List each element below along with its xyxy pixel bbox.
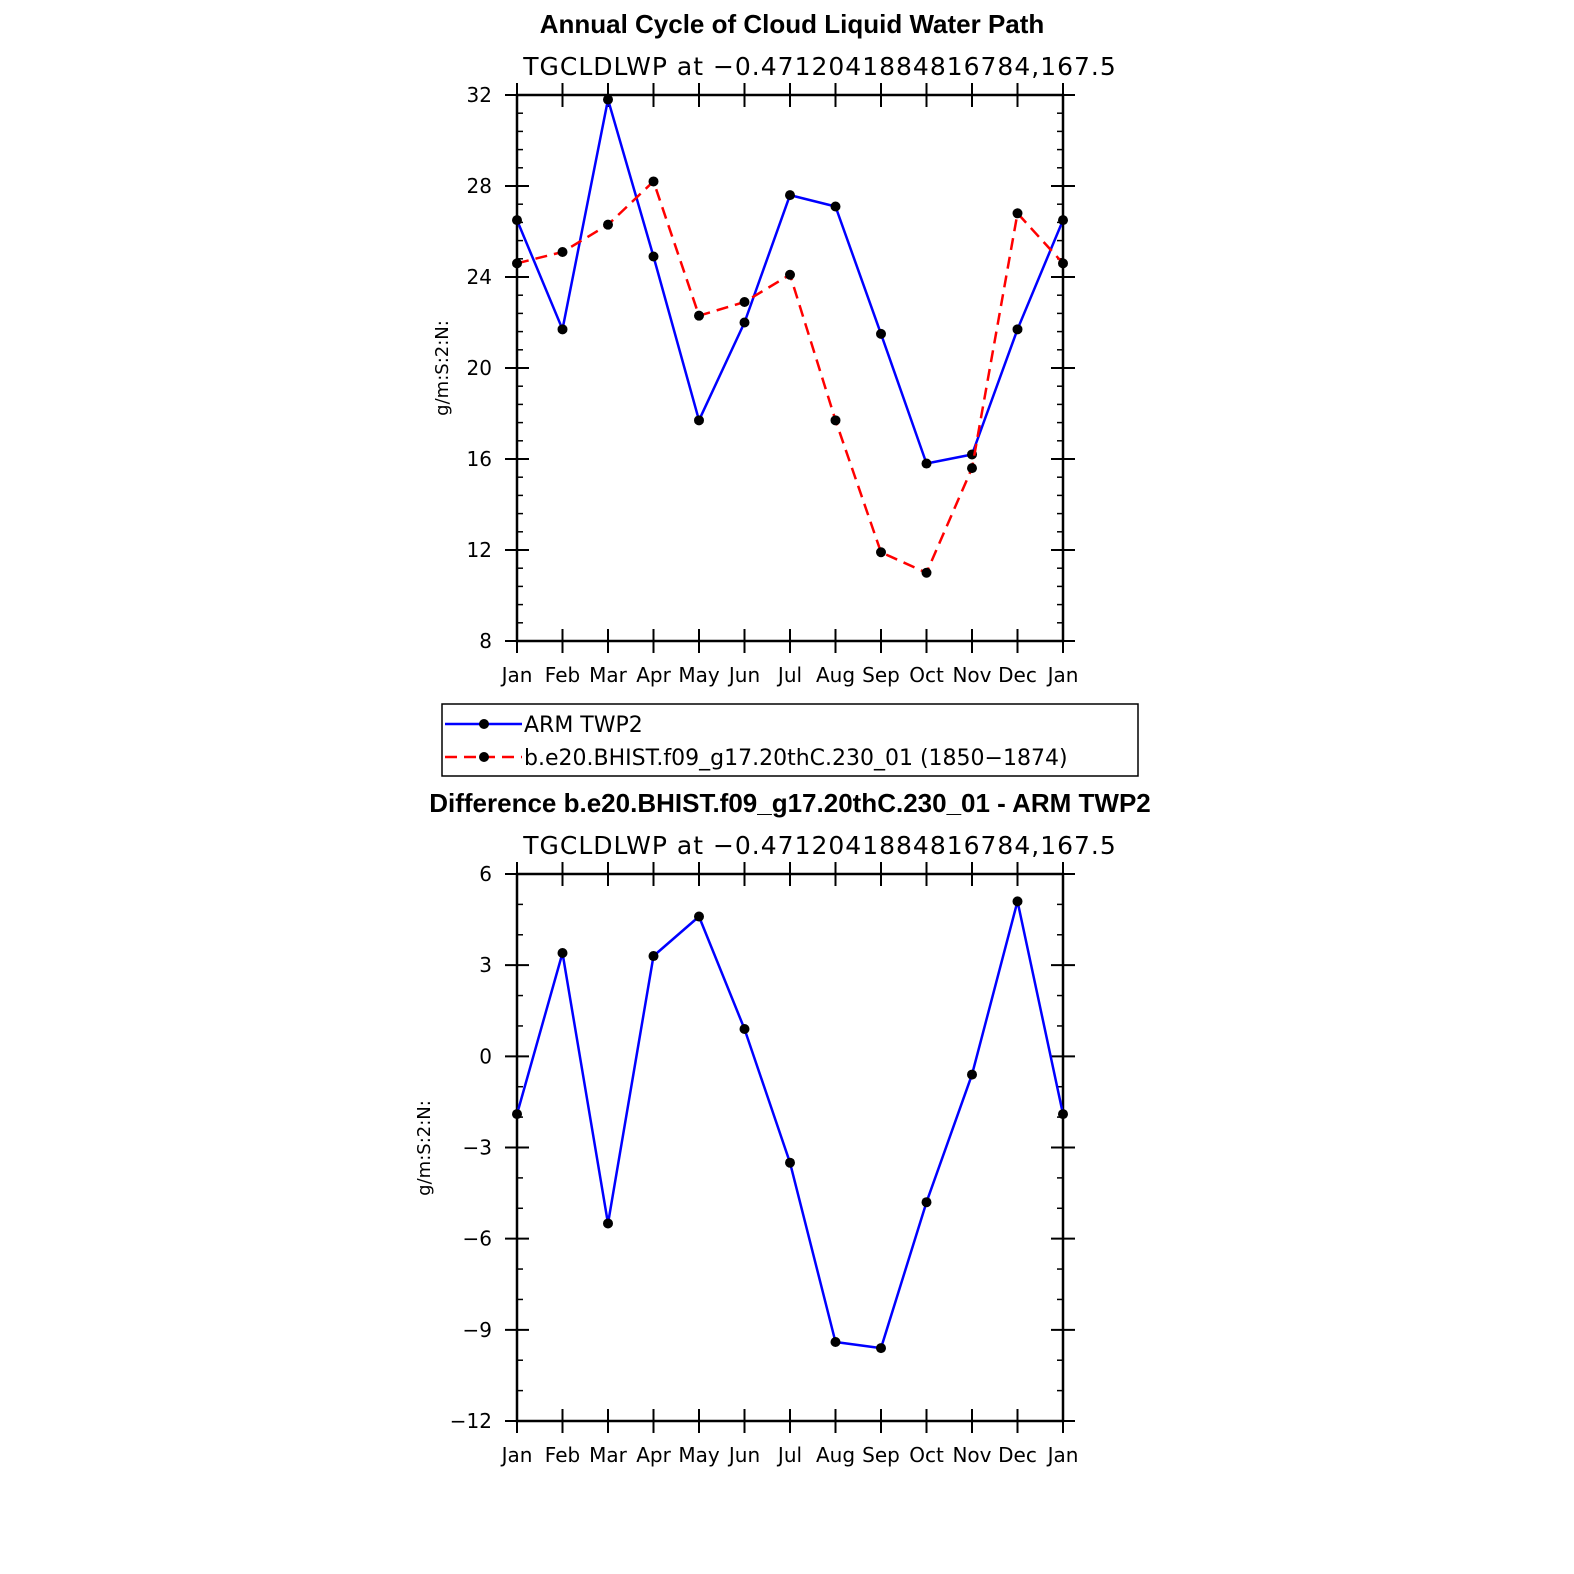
top-series-0-line (515, 98, 1065, 465)
bottom-x-tick-label: Oct (909, 1443, 944, 1467)
top-series-0-point (603, 94, 613, 105)
bottom-series-0-point (921, 1197, 932, 1208)
legend-marker-model (479, 752, 489, 762)
top-y-tick-label: 32 (467, 83, 492, 107)
top-series-0-point (785, 190, 795, 201)
top-x-tick-label: Oct (909, 663, 944, 687)
top-series-0-point (830, 201, 841, 212)
bottom-series-0-point (694, 911, 704, 922)
bottom-series-0-point (739, 1023, 750, 1034)
top-series-1-point (648, 176, 659, 187)
top-series-1-point (739, 297, 750, 308)
bottom-series-0-point (557, 948, 568, 959)
bottom-y-tick-label: 3 (479, 953, 492, 977)
top-series-1-point (694, 310, 704, 321)
bottom-x-tick-label: Jun (727, 1443, 760, 1467)
bottom-x-tick-label: Nov (952, 1443, 991, 1467)
top-chart-subtitle: TGCLDLWP at −0.4712041884816784,167.5 (522, 52, 1117, 81)
top-y-tick-label: 24 (467, 265, 492, 289)
top-y-tick-label: 8 (479, 629, 492, 653)
top-y-tick-label: 16 (467, 447, 492, 471)
bottom-chart-plot: −12 −9 −6 −3 0 3 6 Jan Feb Mar Apr May Jun Jul Aug Sep O… (450, 862, 1079, 1467)
top-series-0-point (694, 415, 704, 426)
bottom-x-tick-label: Jan (1046, 1443, 1079, 1467)
bottom-x-tick-label: Aug (816, 1443, 855, 1467)
bottom-series-0-point (967, 1069, 977, 1080)
top-series-0-point (1058, 215, 1068, 226)
top-series-0-point (512, 215, 522, 226)
top-y-tick-label: 20 (467, 356, 492, 380)
bottom-y-axis-label: g/m:S:2:N: (414, 1100, 435, 1196)
top-x-tick-label: Jun (727, 663, 760, 687)
top-series-1-point (1012, 208, 1023, 219)
bottom-y-tick-label: 0 (479, 1044, 492, 1068)
bottom-x-tick-label: Feb (545, 1443, 580, 1467)
top-chart-title: Annual Cycle of Cloud Liquid Water Path (540, 9, 1045, 39)
legend-box (441, 703, 1139, 777)
bottom-series-0-point (830, 1336, 841, 1347)
bottom-x-tick-label: Sep (862, 1443, 900, 1467)
bottom-x-tick-label: Jan (500, 1443, 533, 1467)
top-y-tick-label: 12 (467, 538, 492, 562)
bottom-series-0-point (512, 1109, 522, 1120)
bottom-series-0-point (1012, 896, 1023, 907)
top-series-1-point (967, 463, 977, 474)
top-series-0-point (557, 324, 568, 335)
bottom-x-tick-label: May (678, 1443, 720, 1467)
top-x-tick-label: Feb (545, 663, 580, 687)
top-x-tick-label: Dec (998, 663, 1037, 687)
bottom-series-0-line (515, 900, 1065, 1350)
top-x-tick-label: Mar (589, 663, 628, 687)
top-x-tick-label: Jan (500, 663, 533, 687)
top-y-tick-label: 28 (467, 174, 492, 198)
bottom-x-tick-label: Dec (998, 1443, 1037, 1467)
top-series-1-point (557, 246, 568, 257)
top-series-1-line (516, 180, 1064, 575)
top-series-1-point (512, 258, 522, 269)
bottom-y-tick-label: −9 (463, 1318, 492, 1342)
top-chart-plot: 8 12 16 20 24 28 32 Jan Feb Mar Apr May Jun Jul Aug Sep… (467, 83, 1079, 687)
bottom-plot-frame (515, 872, 1065, 1423)
legend-label-model: b.e20.BHIST.f09_g17.20thC.230_01 (1850−1… (524, 746, 1068, 771)
top-x-tick-label: Jul (776, 663, 802, 687)
bottom-y-tick-label: −6 (463, 1227, 492, 1251)
top-y-axis-label: g/m:S:2:N: (432, 320, 453, 416)
bottom-series-0-point (603, 1218, 613, 1229)
top-x-tick-label: Aug (816, 663, 855, 687)
bottom-series-0-point (876, 1343, 886, 1354)
bottom-x-tick-label: Apr (636, 1443, 671, 1467)
legend: ARM TWP2 b.e20.BHIST.f09_g17.20thC.230_0… (441, 703, 1139, 777)
bottom-series-0-point (1058, 1109, 1068, 1120)
top-x-tick-label: Jan (1046, 663, 1079, 687)
legend-marker-arm (479, 719, 489, 729)
top-x-tick-label: Sep (862, 663, 900, 687)
bottom-y-tick-label: −3 (463, 1136, 492, 1160)
bottom-chart-title: Difference b.e20.BHIST.f09_g17.20thC.230… (429, 788, 1151, 818)
top-series-1-point (785, 269, 795, 280)
top-series-0-point (876, 328, 886, 339)
top-series-0-point (921, 458, 932, 469)
top-x-tick-label: Apr (636, 663, 671, 687)
bottom-series-0-point (785, 1157, 795, 1168)
top-series-1-point (921, 567, 932, 578)
bottom-x-tick-label: Mar (589, 1443, 628, 1467)
top-series-1-point (1058, 258, 1068, 269)
top-series-1-point (830, 415, 841, 426)
bottom-y-tick-label: 6 (479, 862, 492, 886)
top-series-0-point (1012, 324, 1023, 335)
bottom-series-0-point (648, 951, 659, 962)
bottom-x-tick-label: Jul (776, 1443, 802, 1467)
top-series-1-point (603, 219, 613, 230)
top-plot-frame (515, 93, 1065, 643)
top-series-0-point (739, 317, 750, 328)
top-series-1-point (876, 547, 886, 558)
bottom-chart-subtitle: TGCLDLWP at −0.4712041884816784,167.5 (522, 831, 1117, 860)
top-x-tick-label: May (678, 663, 720, 687)
bottom-y-tick-label: −12 (450, 1409, 492, 1433)
top-series-0-point (648, 251, 659, 262)
top-x-tick-label: Nov (952, 663, 991, 687)
legend-label-arm: ARM TWP2 (524, 713, 643, 738)
